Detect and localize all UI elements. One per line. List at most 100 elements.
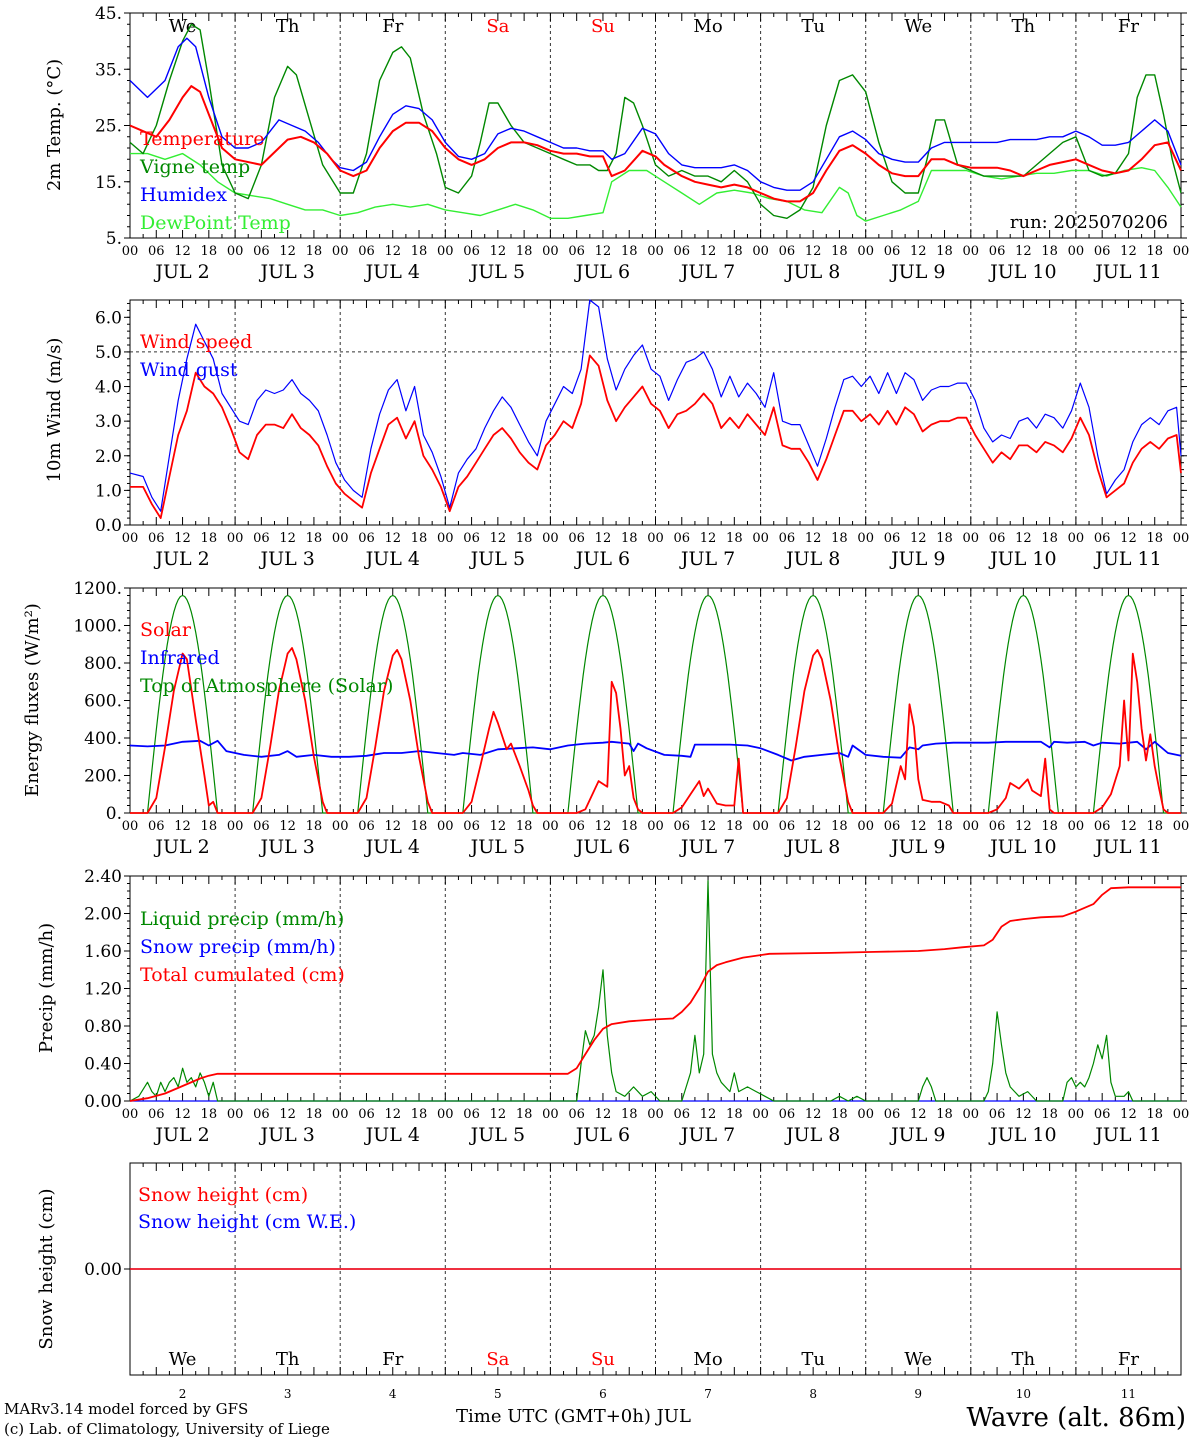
hour-label: 12 — [490, 244, 507, 259]
hour-label: 12 — [910, 1107, 927, 1122]
y-tick-label: 800. — [84, 654, 122, 674]
series-wind-speed — [130, 354, 1182, 519]
y-tick-label: 35. — [95, 60, 122, 80]
y-tick-label: 15. — [95, 173, 122, 193]
legend-entry: Infrared — [140, 647, 220, 669]
date-label: JUL 4 — [364, 1124, 420, 1146]
hour-label: 00 — [332, 819, 349, 834]
hour-label: 18 — [411, 244, 428, 259]
hour-label: 12 — [174, 531, 191, 546]
hour-label: 18 — [306, 819, 323, 834]
day-name-top: Th — [1012, 16, 1036, 37]
day-name-top: We — [169, 16, 197, 37]
hour-label: 12 — [700, 244, 717, 259]
hour-label: 18 — [1146, 244, 1163, 259]
legend-entry: Solar — [140, 619, 192, 641]
legend-entry: Snow precip (mm/h) — [140, 936, 336, 958]
y-tick-label: 0.00 — [84, 1092, 122, 1112]
hour-label: 00 — [227, 244, 244, 259]
hour-label: 12 — [805, 244, 822, 259]
station-label: Wavre (alt. 86m) — [966, 1403, 1186, 1433]
date-label: JUL 6 — [574, 261, 630, 283]
day-name-top: Fr — [1118, 16, 1139, 37]
hour-label: 18 — [201, 531, 218, 546]
time-axis-label: Time UTC (GMT+0h) JUL — [456, 1406, 691, 1427]
hour-label: 12 — [174, 1107, 191, 1122]
day-name-top: Tu — [801, 16, 825, 37]
hour-label: 00 — [963, 531, 980, 546]
y-axis-title: 2m Temp. (°C) — [44, 59, 65, 191]
hour-label: 06 — [148, 819, 165, 834]
legend-entry: Wind speed — [140, 331, 252, 353]
day-name-bottom: Sa — [486, 1349, 509, 1370]
hour-label: 18 — [516, 1107, 533, 1122]
hour-label: 18 — [516, 819, 533, 834]
date-label: JUL 9 — [889, 1124, 945, 1146]
day-name-top: Fr — [382, 16, 403, 37]
date-label: JUL 2 — [153, 261, 209, 283]
y-tick-label: 25. — [95, 117, 122, 137]
hour-label: 12 — [1120, 244, 1137, 259]
hour-label: 18 — [201, 1107, 218, 1122]
hour-label: 12 — [595, 819, 612, 834]
hour-label: 06 — [568, 819, 585, 834]
date-label: JUL 10 — [988, 548, 1056, 570]
hour-label: 12 — [279, 531, 296, 546]
hour-label: 06 — [1094, 1107, 1111, 1122]
hour-label: 06 — [674, 244, 691, 259]
hour-label: 12 — [700, 819, 717, 834]
date-label: JUL 11 — [1093, 836, 1161, 858]
hour-label: 00 — [542, 531, 559, 546]
hour-label: 06 — [884, 531, 901, 546]
day-number-label: 9 — [914, 1387, 922, 1401]
hour-label: 18 — [936, 531, 953, 546]
y-tick-label: 1.0 — [95, 481, 122, 501]
hour-label: 00 — [752, 1107, 769, 1122]
hour-label: 12 — [805, 819, 822, 834]
legend-entry: Top of Atmosphere (Solar) — [140, 675, 393, 697]
hour-label: 06 — [989, 244, 1006, 259]
hour-label: 06 — [989, 531, 1006, 546]
hour-label: 18 — [831, 244, 848, 259]
date-label: JUL 2 — [153, 548, 209, 570]
hour-label: 18 — [726, 819, 743, 834]
date-label: JUL 9 — [889, 261, 945, 283]
date-label: JUL 7 — [679, 836, 735, 858]
date-label: JUL 6 — [574, 548, 630, 570]
day-number-label: 4 — [389, 1387, 397, 1401]
y-axis-title: Snow height (cm) — [36, 1188, 57, 1349]
hour-label: 12 — [174, 244, 191, 259]
hour-label: 06 — [1094, 244, 1111, 259]
date-label: JUL 7 — [679, 548, 735, 570]
hour-label: 00 — [647, 244, 664, 259]
hour-label: 18 — [306, 531, 323, 546]
hour-label: 12 — [910, 531, 927, 546]
date-label: JUL 2 — [153, 836, 209, 858]
hour-label: 00 — [752, 531, 769, 546]
hour-label: 06 — [989, 819, 1006, 834]
day-number-label: 5 — [494, 1387, 502, 1401]
y-tick-label: 600. — [84, 692, 122, 712]
y-tick-label: 5.0 — [95, 343, 122, 363]
hour-label: 12 — [700, 531, 717, 546]
hour-label: 00 — [857, 531, 874, 546]
hour-label: 18 — [1041, 1107, 1058, 1122]
y-tick-label: 2.0 — [95, 447, 122, 467]
date-label: JUL 6 — [574, 836, 630, 858]
hour-label: 12 — [1120, 1107, 1137, 1122]
day-name-bottom: Tu — [801, 1349, 825, 1370]
hour-label: 12 — [805, 1107, 822, 1122]
hour-label: 00 — [227, 1107, 244, 1122]
day-name-top: We — [904, 16, 932, 37]
date-label: JUL 4 — [364, 548, 420, 570]
y-axis-title: Energy fluxes (W/m²) — [22, 603, 43, 797]
legend-entry: Snow height (cm W.E.) — [138, 1211, 356, 1233]
hour-label: 18 — [621, 1107, 638, 1122]
series-solar — [130, 647, 1181, 814]
hour-label: 00 — [963, 1107, 980, 1122]
hour-label: 12 — [490, 531, 507, 546]
hour-label: 06 — [358, 244, 375, 259]
hour-label: 00 — [542, 1107, 559, 1122]
hour-label: 00 — [647, 1107, 664, 1122]
hour-label: 06 — [779, 819, 796, 834]
